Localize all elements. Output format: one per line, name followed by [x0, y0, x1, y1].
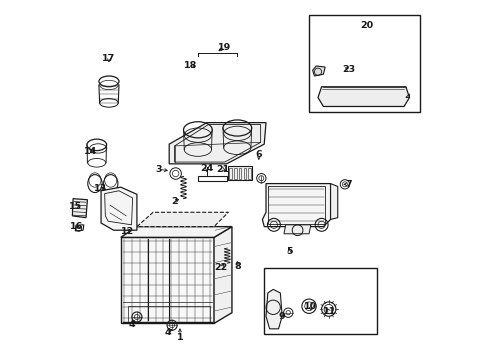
Text: 13: 13	[94, 184, 107, 193]
Text: 6: 6	[255, 150, 262, 159]
Text: 8: 8	[233, 262, 240, 271]
Text: 10: 10	[304, 302, 317, 311]
Polygon shape	[312, 66, 325, 76]
Polygon shape	[121, 226, 231, 237]
Text: 4: 4	[164, 328, 170, 337]
Text: 1: 1	[176, 333, 183, 342]
Text: 22: 22	[214, 264, 227, 273]
Text: 14: 14	[83, 147, 97, 156]
Text: 9: 9	[278, 312, 285, 321]
Polygon shape	[121, 237, 214, 323]
Polygon shape	[101, 187, 137, 230]
Polygon shape	[317, 87, 408, 107]
Polygon shape	[284, 225, 310, 234]
Text: 3: 3	[155, 165, 162, 174]
Bar	[234, 168, 236, 179]
Text: 4: 4	[128, 320, 135, 329]
Polygon shape	[72, 199, 87, 218]
Text: 15: 15	[69, 202, 82, 211]
Bar	[248, 168, 250, 179]
Text: 12: 12	[121, 228, 134, 237]
Text: 2: 2	[171, 197, 178, 206]
Text: 23: 23	[341, 65, 354, 74]
Polygon shape	[265, 289, 282, 329]
Text: 16: 16	[70, 222, 83, 231]
Polygon shape	[137, 212, 228, 226]
Polygon shape	[228, 166, 251, 180]
Text: 7: 7	[345, 180, 351, 189]
Polygon shape	[330, 184, 337, 220]
Text: 17: 17	[102, 54, 115, 63]
Bar	[264, 268, 376, 334]
Text: 24: 24	[200, 164, 213, 173]
Text: 11: 11	[322, 307, 335, 316]
Polygon shape	[214, 226, 231, 323]
Text: 20: 20	[359, 21, 372, 30]
Bar	[229, 168, 231, 179]
Text: 19: 19	[218, 43, 231, 52]
Polygon shape	[169, 123, 265, 164]
Text: 21: 21	[216, 165, 229, 174]
Bar	[308, 15, 419, 112]
Bar	[239, 168, 241, 179]
Text: 18: 18	[183, 61, 197, 70]
Bar	[243, 168, 245, 179]
Text: 5: 5	[285, 247, 292, 256]
Polygon shape	[262, 184, 330, 226]
